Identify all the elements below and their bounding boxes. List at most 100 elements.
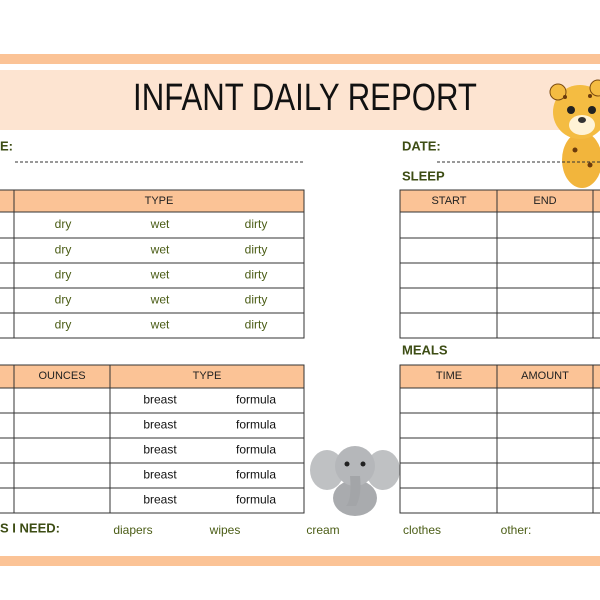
table-cell [592, 287, 600, 314]
table-cell [0, 312, 15, 339]
header-text: AMOUNT [521, 370, 569, 382]
diaper-option: dry [55, 217, 72, 231]
diaper-option: wet [150, 318, 170, 332]
table-cell [13, 487, 111, 514]
table-cell [592, 211, 600, 239]
table-cell [399, 312, 498, 339]
table-cell [592, 462, 600, 489]
table-cell [592, 412, 600, 439]
feeding-option: breast [143, 493, 177, 507]
table-cell [399, 412, 498, 439]
need-item: clothes [403, 523, 441, 537]
header-text: OUNCES [38, 370, 85, 382]
table-cell [0, 437, 15, 464]
table-cell [496, 462, 594, 489]
need-item: wipes [209, 523, 241, 537]
table-cell [13, 262, 305, 289]
table-cell [592, 437, 600, 464]
table-cell [592, 237, 600, 264]
table-cell [13, 412, 111, 439]
tables: TYPE dry wet dirty dry wet dirty dry wet dirty dry… [0, 189, 600, 537]
leopard-illustration [549, 79, 600, 188]
feeding-option: breast [143, 468, 177, 482]
table-cell [399, 287, 498, 314]
table-cell [0, 462, 15, 489]
table-cell [0, 387, 15, 414]
feeding-option: formula [236, 418, 276, 432]
table-cell [0, 262, 15, 289]
diaper-option: dirty [245, 293, 268, 307]
table-cell [13, 387, 111, 414]
needs-label: S I NEED: [0, 520, 60, 535]
diaper-option: dry [55, 318, 72, 332]
table-cell [496, 312, 594, 339]
feeding-option: breast [143, 443, 177, 457]
diaper-option: dry [55, 243, 72, 257]
table-cell [592, 387, 600, 414]
table-cell [496, 387, 594, 414]
need-item: other: [501, 523, 532, 537]
table-cell [496, 437, 594, 464]
table-cell [592, 262, 600, 289]
table-cell [496, 262, 594, 289]
table-cell [109, 412, 305, 439]
diaper-option: wet [150, 217, 170, 231]
feeding-option: breast [143, 418, 177, 432]
feeding-option: formula [236, 493, 276, 507]
header-cell [0, 364, 15, 389]
date-label: DATE: [402, 138, 441, 153]
table-cell [496, 287, 594, 314]
table-cell [0, 211, 15, 239]
table-cell [13, 437, 111, 464]
diaper-option: dry [55, 293, 72, 307]
header-text: START [431, 195, 466, 207]
table-cell [592, 487, 600, 514]
header-cell [592, 364, 600, 389]
feeding-option: breast [143, 393, 177, 407]
name-label: E: [0, 138, 13, 153]
header-text: TIME [436, 370, 462, 382]
table-cell [0, 412, 15, 439]
table-cell [109, 387, 305, 414]
feeding-option: formula [236, 468, 276, 482]
table-cell [13, 237, 305, 264]
feeding-option: formula [236, 393, 276, 407]
title-band [0, 70, 600, 130]
table-cell [399, 262, 498, 289]
table-cell [592, 312, 600, 339]
table-cell [399, 437, 498, 464]
elephant-illustration [310, 446, 400, 516]
meals-label: MEALS [402, 342, 448, 357]
table-cell [109, 487, 305, 514]
table-cell [496, 412, 594, 439]
diaper-option: dirty [245, 243, 268, 257]
diaper-option: dirty [245, 268, 268, 282]
table-cell [399, 237, 498, 264]
table-cell [399, 387, 498, 414]
table-cell [0, 237, 15, 264]
diaper-option: dirty [245, 217, 268, 231]
header-cell [592, 189, 600, 213]
table-cell [0, 487, 15, 514]
table-cell [496, 211, 594, 239]
table-cell [0, 287, 15, 314]
table-cell [399, 487, 498, 514]
table-cell [13, 211, 305, 239]
header-text: TYPE [145, 195, 174, 207]
feeding-option: formula [236, 443, 276, 457]
title: INFANT DAILY REPORT [133, 77, 477, 119]
diaper-option: dry [55, 268, 72, 282]
table-cell [496, 487, 594, 514]
table-cell [13, 312, 305, 339]
header-text: TYPE [193, 370, 222, 382]
diaper-option: wet [150, 243, 170, 257]
table-cell [13, 287, 305, 314]
table-cell [496, 237, 594, 264]
sleep-label: SLEEP [402, 168, 445, 183]
need-item: diapers [113, 523, 152, 537]
table-cell [13, 462, 111, 489]
header-cell [0, 189, 15, 213]
table-cell [109, 462, 305, 489]
table-cell [399, 211, 498, 239]
